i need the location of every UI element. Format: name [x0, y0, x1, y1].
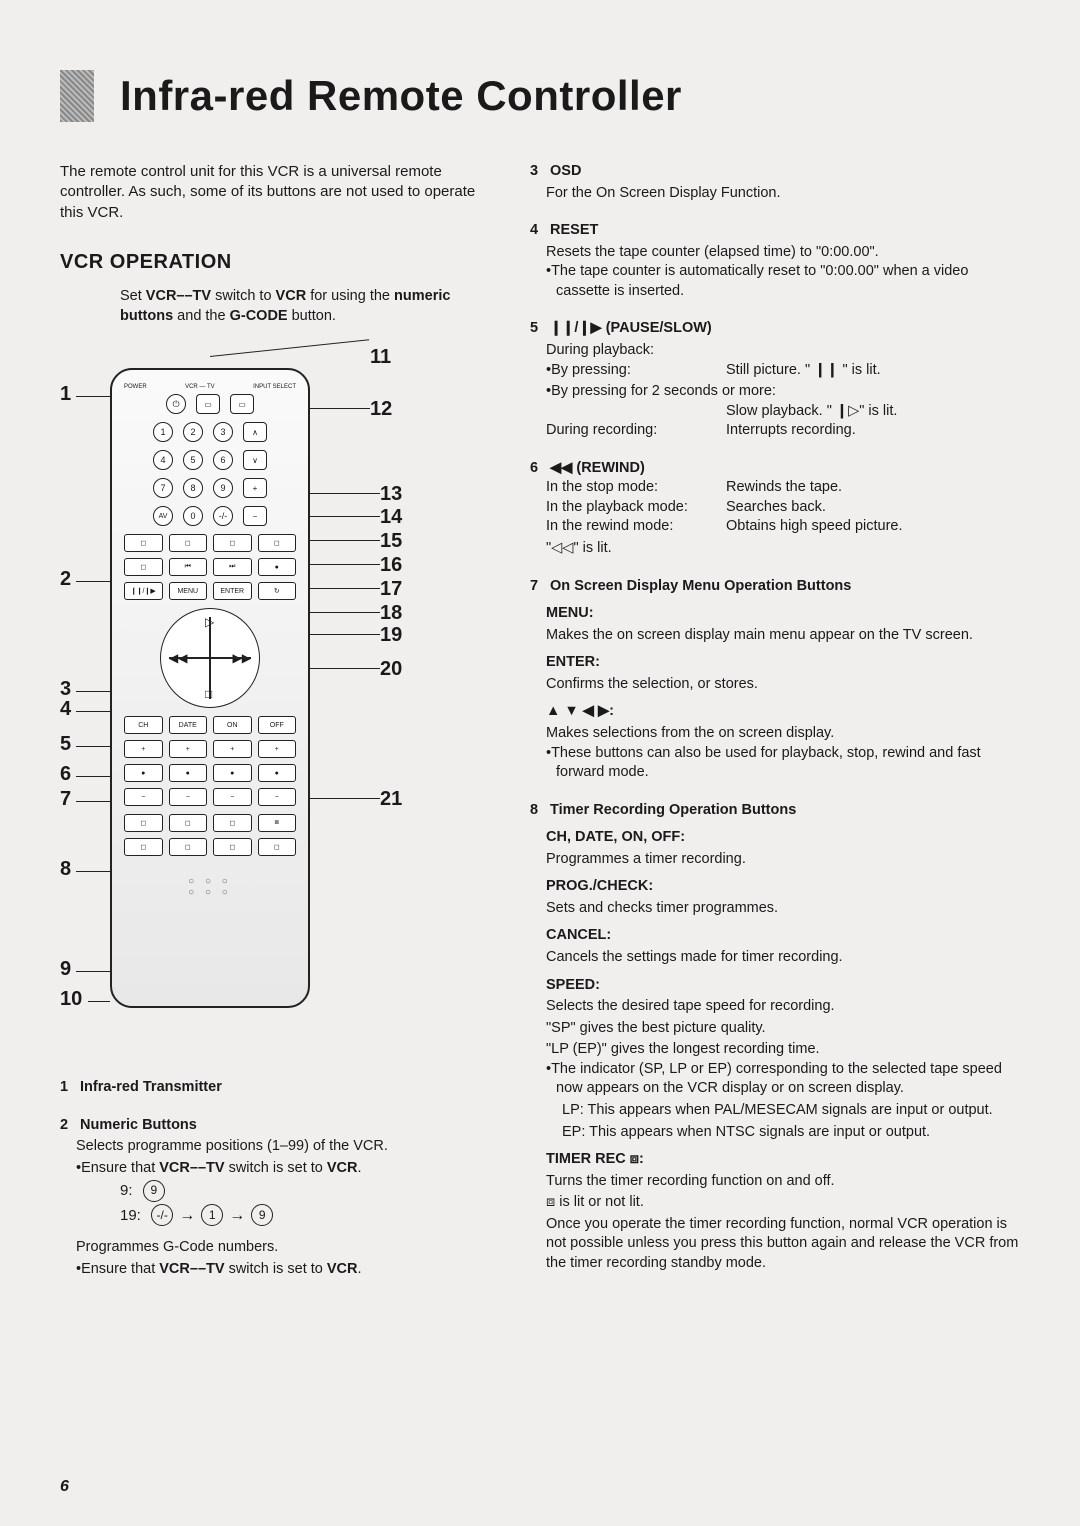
- callout-14: 14: [380, 506, 402, 529]
- page-number: 6: [60, 1478, 69, 1496]
- item-8d-text4: •The indicator (SP, LP or EP) correspond…: [546, 1060, 1020, 1099]
- remote-diagram: 1 2 3 4 5 6 7 8 9 10 11 12 13 14 15: [60, 338, 490, 1078]
- numeric-example: 9: 9 19: -/-→1→9: [120, 1179, 490, 1229]
- item-5-dv: Interrupts recording.: [726, 421, 856, 441]
- callout-19: 19: [380, 624, 402, 647]
- page-title: Infra-red Remote Controller: [120, 72, 682, 120]
- item-8d-text5: LP: This appears when PAL/MESECAM signal…: [546, 1101, 1020, 1121]
- nav-pad-icon: ▷ □ ◀◀ ▶▶: [160, 608, 260, 708]
- set-note-e: for using the: [306, 288, 394, 304]
- item-8d-text1: Selects the desired tape speed for recor…: [546, 997, 1020, 1017]
- item-4-heading: RESET: [550, 222, 598, 238]
- item-6-bk: In the playback mode:: [546, 498, 726, 518]
- callout-4: 4: [60, 698, 71, 721]
- callout-9: 9: [60, 958, 71, 981]
- callout-7: 7: [60, 788, 71, 811]
- item-2-text-a: Selects programme positions (1–99) of th…: [76, 1137, 490, 1157]
- item-8d-text2: "SP" gives the best picture quality.: [546, 1019, 1020, 1039]
- set-note: Set VCR––TV switch to VCR for using the …: [60, 286, 490, 327]
- callout-10: 10: [60, 988, 82, 1011]
- item-8a-text: Programmes a timer recording.: [546, 850, 1020, 870]
- set-note-c: switch to: [211, 288, 275, 304]
- item-6-num: 6: [530, 459, 546, 479]
- set-note-h: G-CODE: [230, 308, 288, 324]
- item-8b-text: Sets and checks timer programmes.: [546, 899, 1020, 919]
- item-8c-text: Cancels the settings made for timer reco…: [546, 948, 1020, 968]
- callout-1: 1: [60, 383, 71, 406]
- item-3-heading: OSD: [550, 163, 581, 179]
- callout-20: 20: [380, 658, 402, 681]
- item-7a-heading: MENU:: [546, 604, 1020, 624]
- callout-18: 18: [380, 602, 402, 625]
- item-4-num: 4: [530, 221, 546, 241]
- item-6-ck: In the rewind mode:: [546, 517, 726, 537]
- callout-8: 8: [60, 858, 71, 881]
- callout-5: 5: [60, 733, 71, 756]
- item-6-cv: Obtains high speed picture.: [726, 517, 903, 537]
- set-note-a: Set: [120, 288, 146, 304]
- item-6-av: Rewinds the tape.: [726, 478, 842, 498]
- item-5-text-a: During playback:: [546, 341, 1020, 361]
- vcr-operation-heading: VCR OPERATION: [60, 251, 490, 274]
- item-2-text-c: Programmes G-Code numbers.: [76, 1238, 490, 1258]
- item-5-num: 5: [530, 319, 546, 339]
- item-1-num: 1: [60, 1078, 76, 1098]
- header-icon: [60, 70, 94, 122]
- item-5-text-c: •By pressing for 2 seconds or more:: [546, 382, 1020, 402]
- callout-6: 6: [60, 763, 71, 786]
- item-7a-text: Makes the on screen display main menu ap…: [546, 626, 1020, 646]
- item-2-text-d: •Ensure that VCR––TV switch is set to VC…: [76, 1260, 490, 1280]
- set-note-b: VCR––TV: [146, 288, 211, 304]
- item-7-num: 7: [530, 577, 546, 597]
- item-8d-text3: "LP (EP)" gives the longest recording ti…: [546, 1040, 1020, 1060]
- set-note-g: and the: [173, 308, 229, 324]
- item-6-ak: In the stop mode:: [546, 478, 726, 498]
- item-4-text-b: •The tape counter is automatically reset…: [546, 262, 1020, 301]
- item-7b-text: Confirms the selection, or stores.: [546, 675, 1020, 695]
- callout-15: 15: [380, 530, 402, 553]
- item-8e-text1: Turns the timer recording function on an…: [546, 1172, 1020, 1192]
- item-6-heading: ◀◀ (REWIND): [550, 460, 645, 476]
- set-note-d: VCR: [276, 288, 307, 304]
- item-7c-heading: ▲ ▼ ◀ ▶:: [546, 702, 1020, 722]
- item-3-text: For the On Screen Display Function.: [546, 184, 1020, 204]
- item-8e-text2: ⧈ is lit or not lit.: [546, 1193, 1020, 1213]
- item-7b-heading: ENTER:: [546, 653, 1020, 673]
- item-2-heading: Numeric Buttons: [80, 1117, 197, 1133]
- item-5-bv: Still picture. " ❙❙ " is lit.: [726, 361, 881, 381]
- item-7-heading: On Screen Display Menu Operation Buttons: [550, 578, 851, 594]
- item-8d-text6: EP: This appears when NTSC signals are i…: [546, 1123, 1020, 1143]
- callout-21: 21: [380, 788, 402, 811]
- item-8b-heading: PROG./CHECK:: [546, 877, 1020, 897]
- item-5-heading: ❙❙/❙▶ (PAUSE/SLOW): [550, 320, 712, 336]
- item-5-bk: •By pressing:: [546, 361, 726, 381]
- item-8-num: 8: [530, 801, 546, 821]
- item-3-num: 3: [530, 162, 546, 182]
- callout-2: 2: [60, 568, 71, 591]
- remote-outline: POWERVCR — TVINPUT SELECT ⏻▭▭ 123∧ 456∨ …: [110, 368, 310, 1008]
- intro-text: The remote control unit for this VCR is …: [60, 162, 490, 223]
- callout-17: 17: [380, 578, 402, 601]
- item-8e-text3: Once you operate the timer recording fun…: [546, 1215, 1020, 1274]
- item-5-cv: Slow playback. " ❙▷" is lit.: [726, 402, 897, 422]
- callout-12: 12: [370, 398, 392, 421]
- item-5-dk: During recording:: [546, 421, 726, 441]
- callout-11: 11: [370, 346, 391, 369]
- item-8a-heading: CH, DATE, ON, OFF:: [546, 828, 1020, 848]
- callout-13: 13: [380, 483, 402, 506]
- item-6-text-d: "◁◁" is lit.: [546, 539, 1020, 559]
- item-2-num: 2: [60, 1116, 76, 1136]
- item-1-heading: Infra-red Transmitter: [80, 1079, 222, 1095]
- set-note-i: button.: [288, 308, 336, 324]
- item-7d-text: •These buttons can also be used for play…: [546, 744, 1020, 783]
- item-2-text-b: •Ensure that VCR––TV switch is set to VC…: [76, 1159, 490, 1179]
- item-8d-heading: SPEED:: [546, 976, 1020, 996]
- item-6-bv: Searches back.: [726, 498, 826, 518]
- item-4-text-a: Resets the tape counter (elapsed time) t…: [546, 243, 1020, 263]
- item-8c-heading: CANCEL:: [546, 926, 1020, 946]
- item-8e-heading: TIMER REC ⧈:: [546, 1150, 1020, 1170]
- callout-16: 16: [380, 554, 402, 577]
- item-7c-text: Makes selections from the on screen disp…: [546, 724, 1020, 744]
- item-8-heading: Timer Recording Operation Buttons: [550, 802, 796, 818]
